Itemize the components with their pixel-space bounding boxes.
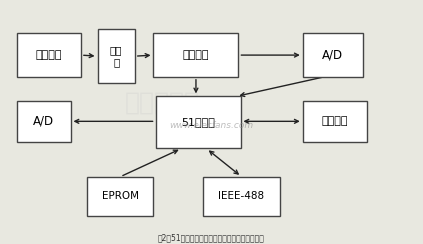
Text: IEEE-488: IEEE-488 [219,191,265,201]
Text: 51单片机: 51单片机 [181,117,215,127]
FancyBboxPatch shape [154,33,239,77]
Text: www.elecfans.com: www.elecfans.com [170,121,253,130]
FancyBboxPatch shape [97,29,135,83]
FancyBboxPatch shape [87,177,154,216]
Text: 放大
器: 放大 器 [110,45,122,67]
FancyBboxPatch shape [16,101,71,142]
FancyBboxPatch shape [16,33,81,77]
Text: A/D: A/D [33,115,54,128]
Text: EPROM: EPROM [102,191,139,201]
FancyBboxPatch shape [303,101,367,142]
Text: 圖2以51單片機為核心的智能壓力傳感器組成框圖: 圖2以51單片機為核心的智能壓力傳感器組成框圖 [158,234,265,243]
FancyBboxPatch shape [303,33,363,77]
FancyBboxPatch shape [156,96,241,148]
Text: 敏感元件: 敏感元件 [36,50,62,60]
Text: 转换开关: 转换开关 [183,50,209,60]
Text: A/D: A/D [322,49,343,61]
Text: 电子发烧友: 电子发烧友 [124,91,199,115]
Text: 接口电路: 接口电路 [321,116,348,126]
FancyBboxPatch shape [203,177,280,216]
